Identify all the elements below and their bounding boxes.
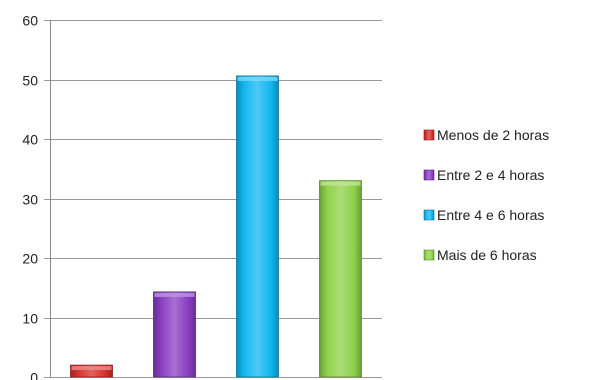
legend-label-2: Entre 2 e 4 horas — [437, 167, 544, 183]
bar-3 — [236, 75, 279, 378]
bar-4-cap — [320, 181, 361, 186]
legend-label-3: Entre 4 e 6 horas — [437, 207, 544, 223]
y-axis-ticks: 0 10 20 30 40 50 60 — [22, 13, 38, 380]
y-tick-label-40: 40 — [22, 132, 38, 148]
legend-label-4: Mais de 6 horas — [437, 247, 537, 263]
legend-swatch-3 — [423, 209, 435, 221]
bar-4 — [319, 180, 362, 378]
legend-swatch-4 — [423, 249, 435, 261]
y-tick-label-0: 0 — [30, 370, 38, 380]
y-tick-label-20: 20 — [22, 251, 38, 267]
y-tick-label-60: 60 — [22, 13, 38, 29]
legend-swatch-2 — [423, 169, 435, 181]
bar-1 — [70, 364, 113, 378]
bars — [70, 75, 362, 378]
bar-3-cap — [237, 76, 278, 81]
gridlines — [44, 20, 382, 378]
y-tick-label-30: 30 — [22, 192, 38, 208]
bar-2-cap — [154, 292, 195, 297]
y-tick-label-10: 10 — [22, 311, 38, 327]
bar-2 — [153, 291, 196, 378]
y-tick-label-50: 50 — [22, 73, 38, 89]
legend-swatch-1 — [423, 129, 435, 141]
legend-label-1: Menos de 2 horas — [437, 127, 549, 143]
bar-1-cap — [71, 366, 112, 371]
legend: Menos de 2 horas Entre 2 e 4 horas Entre 4… — [423, 127, 549, 263]
